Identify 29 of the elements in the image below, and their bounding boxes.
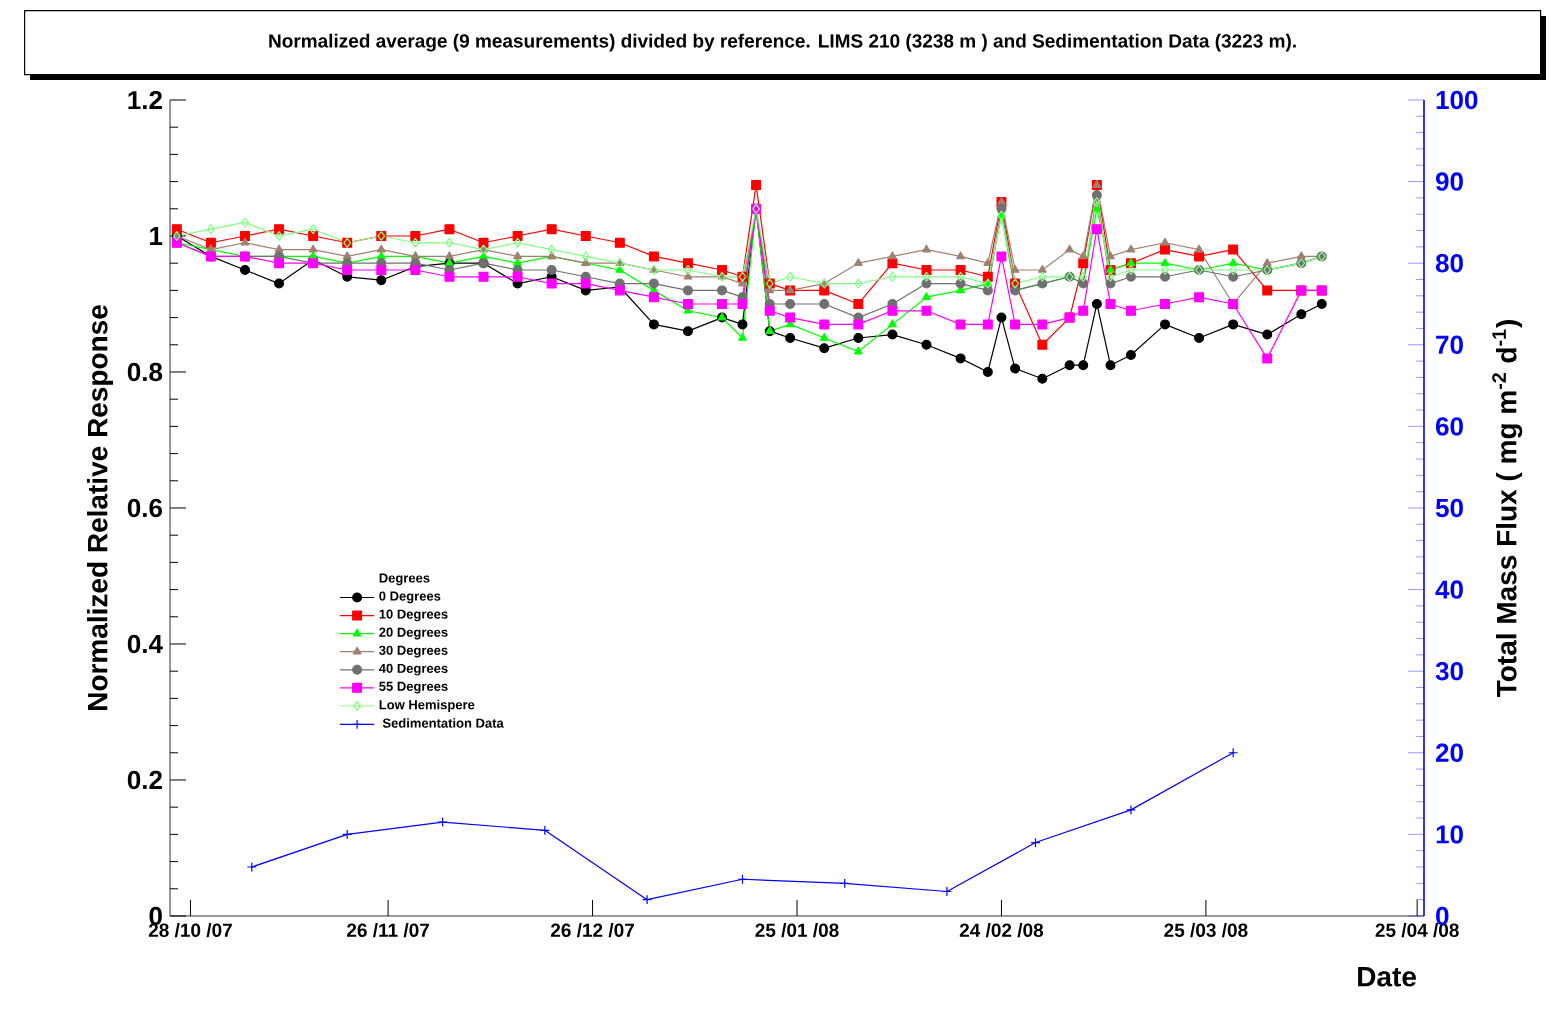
y2-tick-label: 70 [1436,335,1463,354]
y2-tick-label: 10 [1436,825,1463,844]
x-tick-label: 24 /02 /08 [959,923,1044,938]
y2-tick-label: 40 [1435,580,1463,599]
y-axis-title: Normalized Relative Response [86,305,114,710]
y-tick-label: 0.8 [127,362,163,382]
y2-tick-label: 0 [1436,906,1449,926]
y2-tick-label: 100 [1436,90,1478,110]
y2-tick-label: 50 [1435,498,1463,518]
x-tick-label: 25 /04 /08 [1375,923,1459,938]
y2-tick-label: 90 [1435,172,1463,191]
x-axis-title: Date [1358,967,1416,987]
y2-tick-label: 30 [1435,661,1463,681]
y2-tick-label: 20 [1435,743,1463,762]
y-tick-label: 0 [149,906,162,926]
y-tick-label: 0.4 [127,634,163,654]
x-tick-label: 26 /12 /07 [550,923,634,938]
y2-axis-title: Total Mass Flux ( mg m$^{-2}$ d$^{-1}$) [1492,320,1523,697]
x-tick-label: 25 /03 /08 [1164,923,1248,938]
y-tick-label: 0.6 [127,498,163,518]
y2-tick-label: 60 [1436,417,1463,436]
x-tick-label: 28 /10 /07 [148,923,232,938]
y-tick-label: 0.2 [127,770,162,790]
y2-tick-label: 80 [1435,253,1463,273]
x-tick-label: 25 /01 /08 [755,923,839,938]
x-tick-label: 26 /11 /07 [347,923,429,938]
chart-title: Normalized average (9 measurements) divided by reference. LIMS 210 (3238 m ) and Sedimentation Data (3223 m). [269,33,1296,52]
y-tick-label: 1.2 [128,90,162,110]
y-tick-label: 1 [150,227,163,245]
